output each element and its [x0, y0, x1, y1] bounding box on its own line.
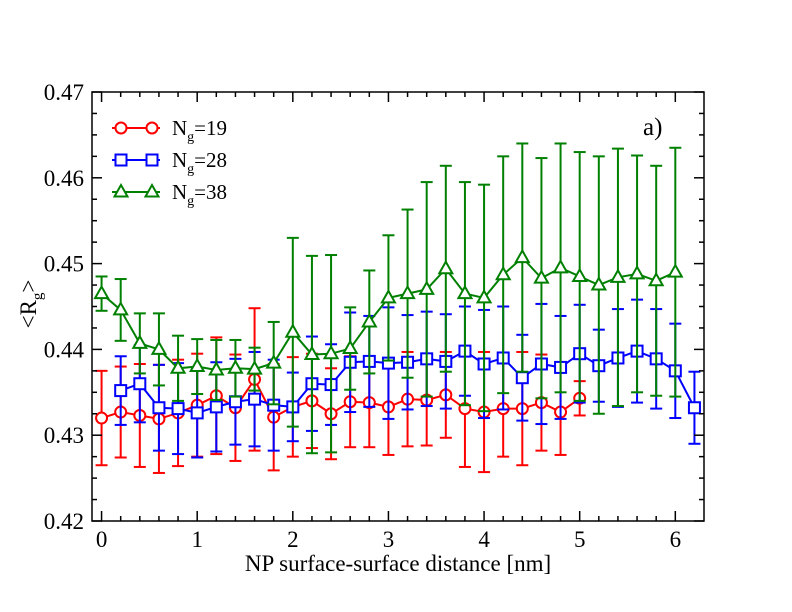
legend-item-2: Ng=28: [112, 148, 227, 177]
panel-label: a): [643, 114, 662, 141]
data-point: [169, 359, 187, 374]
legend-label: Ng=28: [172, 148, 227, 177]
x-tick-label: 2: [287, 527, 299, 552]
series-3: [93, 142, 684, 455]
legend-item-3: Ng=38: [112, 180, 227, 209]
data-point: [303, 345, 321, 361]
data-point: [131, 334, 149, 349]
data-point: [188, 357, 206, 373]
data-point: [590, 276, 608, 291]
data-point: [112, 300, 129, 316]
y-tick-label: 0.42: [44, 509, 84, 534]
data-point: [628, 264, 646, 280]
data-point: [437, 259, 455, 275]
y-tick-label: 0.46: [44, 166, 84, 191]
legend-marker: [112, 182, 130, 198]
data-point: [494, 265, 512, 281]
data-point: [265, 354, 282, 369]
data-point: [171, 402, 185, 416]
data-point: [114, 384, 128, 398]
y-axis-title: <Rg>: [16, 280, 46, 329]
data-point: [246, 360, 263, 375]
data-point: [228, 395, 242, 409]
legend-item-1: Ng=19: [112, 116, 227, 145]
x-tick-label: 0: [96, 527, 108, 552]
data-point: [475, 288, 493, 304]
data-point: [190, 406, 204, 420]
data-point: [667, 263, 684, 278]
y-axis-title-text: <Rg>: [16, 280, 46, 329]
data-point: [514, 248, 531, 264]
data-point: [399, 284, 416, 300]
y-tick-label: 0.47: [44, 80, 84, 105]
y-tick-label: 0.45: [44, 252, 84, 277]
x-tick-label: 3: [383, 527, 395, 552]
data-point: [152, 401, 166, 415]
y-tick-label: 0.44: [44, 337, 85, 362]
data-point: [361, 312, 378, 328]
data-point: [322, 344, 340, 360]
data-point: [515, 371, 529, 385]
data-point: [95, 411, 109, 425]
data-point: [284, 323, 302, 338]
x-tick-label: 6: [670, 527, 682, 552]
data-point: [380, 288, 397, 304]
legend-label: Ng=38: [172, 180, 227, 209]
y-axis-title-sub: g: [30, 292, 46, 300]
x-tick-label: 4: [478, 527, 490, 552]
x-tick-label: 1: [191, 527, 203, 552]
y-axis-title-end: >: [16, 280, 41, 293]
data-point: [418, 280, 435, 295]
data-point: [93, 284, 110, 300]
legend: Ng=19 Ng=28 Ng=38: [112, 116, 227, 209]
data-point: [456, 284, 474, 300]
plot-layer: [93, 142, 701, 474]
data-point: [208, 360, 225, 376]
data-point: [647, 271, 665, 287]
data-point: [248, 392, 262, 406]
legend-marker: [114, 121, 128, 135]
legend-marker: [114, 153, 128, 167]
data-point: [341, 339, 359, 355]
y-axis-title-main: <R: [16, 299, 41, 328]
data-point: [209, 400, 223, 414]
legend-marker: [143, 182, 161, 198]
x-axis-title: NP surface-surface distance [nm]: [245, 551, 551, 576]
x-tick-label: 5: [574, 527, 586, 552]
data-point: [687, 401, 701, 415]
ticks-layer: 0 1 2 3 4 5 6 0.42 0.43 0.44 0.45 0.46 0.47: [44, 80, 704, 552]
legend-label: Ng=19: [172, 116, 227, 145]
y-tick-label: 0.43: [44, 423, 84, 448]
data-point: [609, 268, 627, 283]
data-point: [227, 359, 244, 374]
data-point: [133, 377, 147, 391]
data-point: [552, 258, 569, 274]
data-point: [150, 340, 168, 355]
data-point: [533, 269, 550, 284]
legend-marker: [145, 153, 159, 167]
legend-marker: [145, 121, 159, 135]
data-point: [571, 267, 588, 282]
